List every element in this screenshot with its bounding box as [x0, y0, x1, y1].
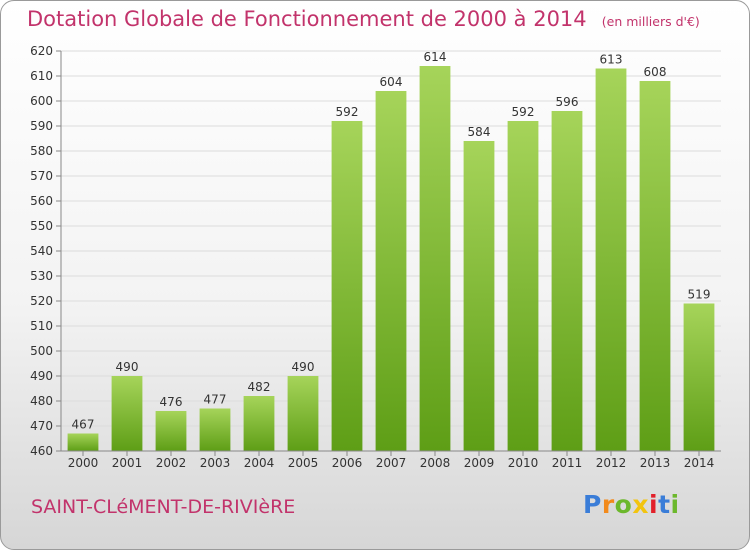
- logo-letter: x: [632, 490, 649, 519]
- x-tick-label: 2004: [244, 456, 275, 470]
- proxiti-logo: Proxiti: [583, 490, 680, 519]
- x-tick-label: 2001: [112, 456, 143, 470]
- y-tick-label: 560: [30, 194, 53, 208]
- x-tick-label: 2005: [288, 456, 319, 470]
- y-tick-label: 490: [30, 369, 53, 383]
- y-tick-label: 570: [30, 169, 53, 183]
- y-tick-label: 540: [30, 244, 53, 258]
- logo-letter: o: [614, 490, 633, 519]
- data-label: 490: [116, 360, 139, 374]
- logo-letter: r: [601, 490, 615, 519]
- bar: [683, 303, 715, 451]
- data-label: 608: [644, 65, 667, 79]
- y-tick-label: 600: [30, 94, 53, 108]
- x-tick-label: 2008: [420, 456, 451, 470]
- x-tick-label: 2009: [464, 456, 495, 470]
- x-tick-label: 2003: [200, 456, 231, 470]
- data-label: 490: [292, 360, 315, 374]
- chart-unit-note: (en milliers d'€): [601, 14, 700, 29]
- y-tick-label: 590: [30, 119, 53, 133]
- y-tick-label: 620: [30, 44, 53, 58]
- bar: [67, 433, 99, 451]
- bar: [287, 376, 319, 451]
- x-tick-label: 2013: [640, 456, 671, 470]
- y-tick-label: 610: [30, 69, 53, 83]
- x-tick-label: 2012: [596, 456, 627, 470]
- data-label: 584: [468, 125, 491, 139]
- data-label: 596: [556, 95, 579, 109]
- data-label: 604: [380, 75, 403, 89]
- bar: [595, 68, 627, 451]
- title-row: Dotation Globale de Fonctionnement de 20…: [27, 7, 700, 31]
- data-label: 614: [424, 50, 447, 64]
- y-tick-label: 550: [30, 219, 53, 233]
- bar: [375, 91, 407, 451]
- x-tick-label: 2010: [508, 456, 539, 470]
- logo-letter: i: [670, 490, 680, 519]
- bar: [551, 111, 583, 451]
- data-label: 592: [512, 105, 535, 119]
- y-tick-label: 480: [30, 394, 53, 408]
- x-tick-label: 2014: [684, 456, 715, 470]
- chart-title: Dotation Globale de Fonctionnement de 20…: [27, 7, 587, 31]
- data-label: 592: [336, 105, 359, 119]
- y-tick-label: 520: [30, 294, 53, 308]
- commune-name: SAINT-CLéMENT-DE-RIVIèRE: [31, 496, 296, 518]
- bar: [463, 141, 495, 451]
- bar: [639, 81, 671, 451]
- bar: [331, 121, 363, 451]
- bar: [199, 408, 231, 451]
- y-tick-label: 500: [30, 344, 53, 358]
- logo-letter: P: [583, 490, 602, 519]
- data-label: 482: [248, 380, 271, 394]
- y-tick-label: 530: [30, 269, 53, 283]
- y-tick-label: 510: [30, 319, 53, 333]
- data-label: 613: [600, 53, 623, 67]
- bar: [507, 121, 539, 451]
- y-tick-label: 470: [30, 419, 53, 433]
- data-label: 477: [204, 393, 227, 407]
- y-tick-label: 460: [30, 444, 53, 458]
- bar: [243, 396, 275, 451]
- bar: [111, 376, 143, 451]
- data-label: 476: [160, 395, 183, 409]
- x-tick-label: 2006: [332, 456, 363, 470]
- y-tick-label: 580: [30, 144, 53, 158]
- x-tick-label: 2000: [68, 456, 99, 470]
- logo-letter: t: [658, 490, 671, 519]
- x-tick-label: 2002: [156, 456, 187, 470]
- data-label: 467: [72, 418, 95, 432]
- data-label: 519: [688, 288, 711, 302]
- bar: [155, 411, 187, 451]
- x-tick-label: 2007: [376, 456, 407, 470]
- x-tick-label: 2011: [552, 456, 583, 470]
- bar: [419, 66, 451, 451]
- logo-letter: i: [649, 490, 659, 519]
